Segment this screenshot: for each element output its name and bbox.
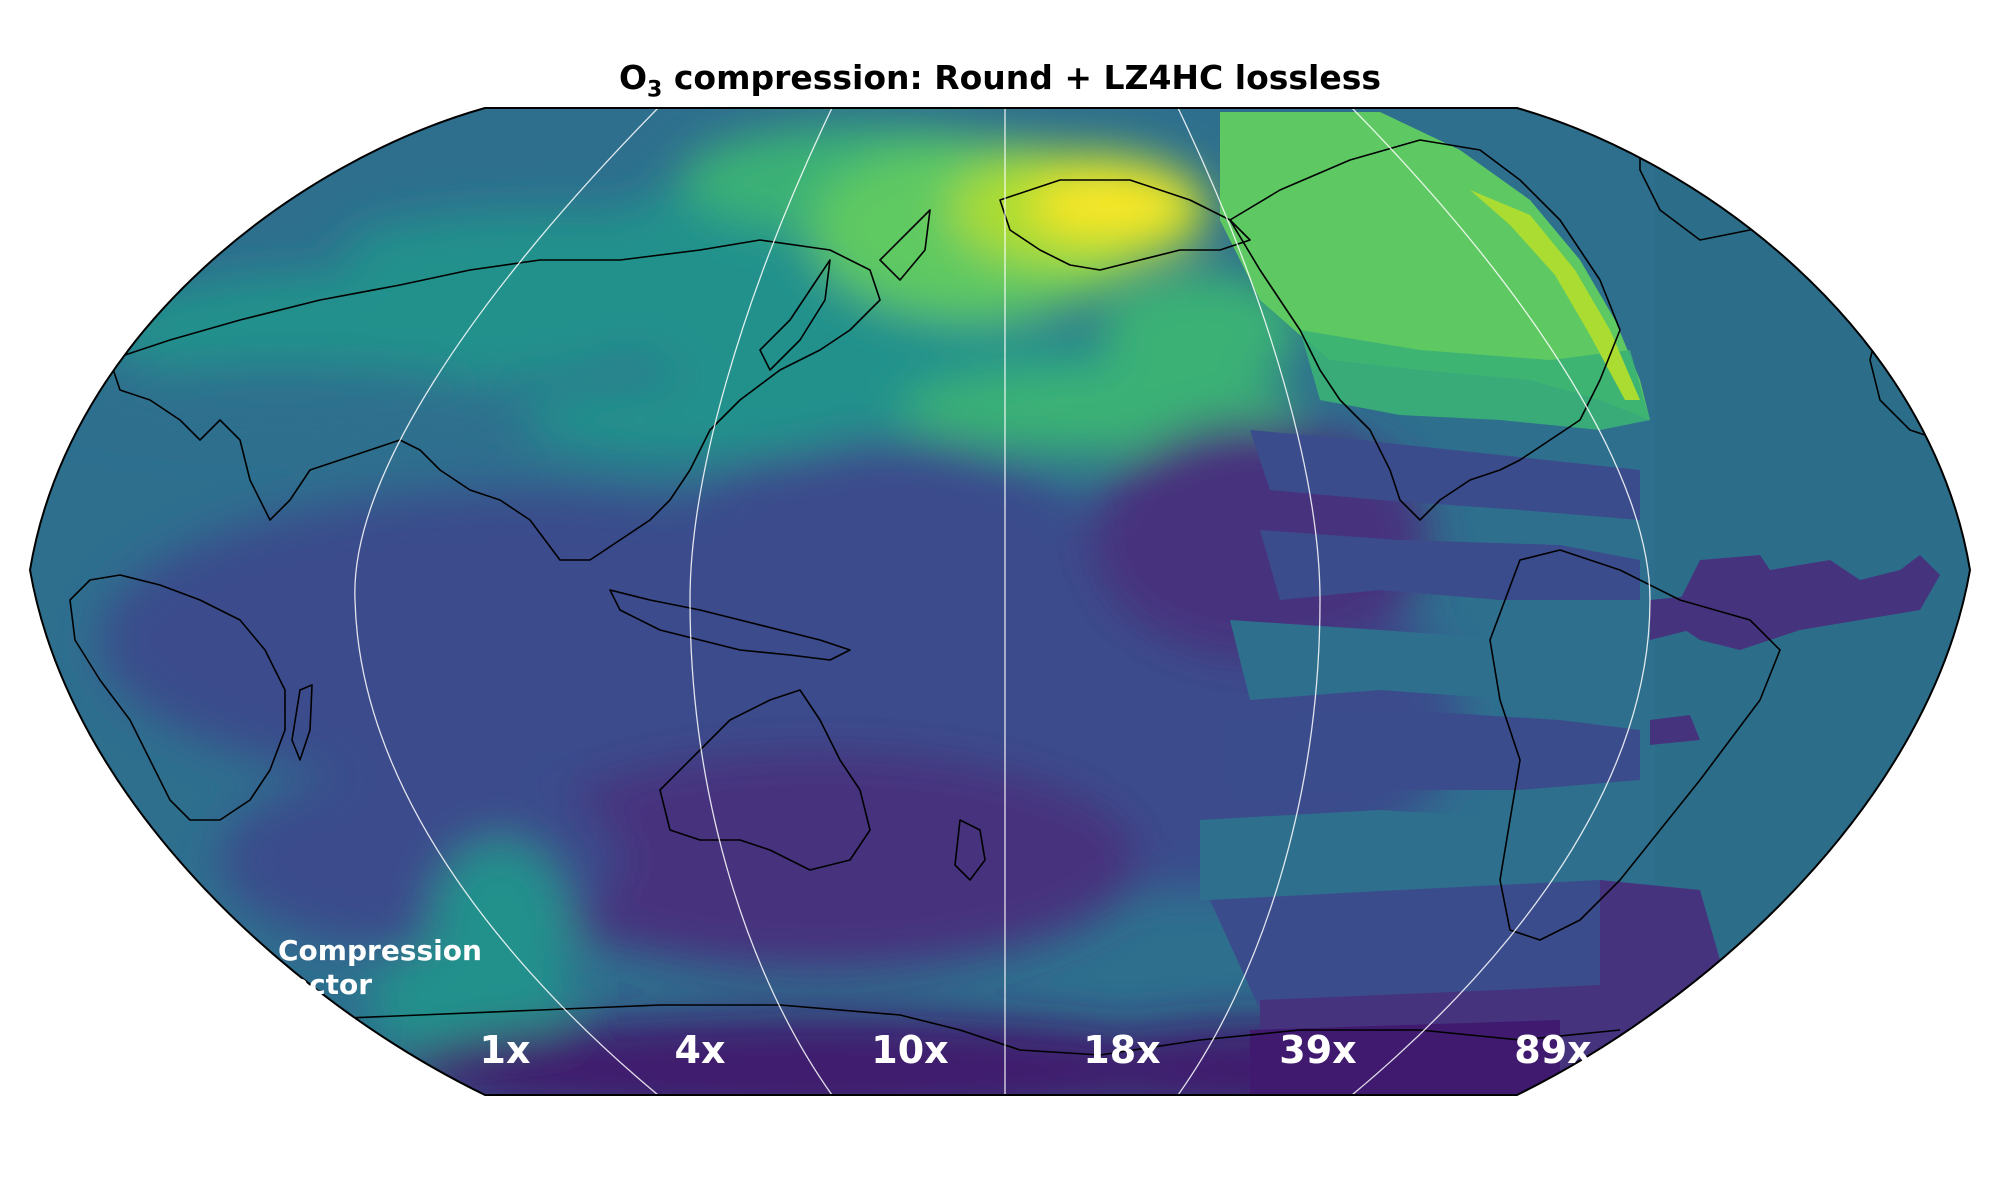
coastline-antarctica — [299, 1004, 1621, 1056]
coastline-japan — [759, 259, 831, 371]
compression-factor-label: Compression factor — [278, 934, 482, 1002]
factor-label-3: 10x — [871, 1028, 949, 1072]
coastline-australia — [659, 689, 871, 871]
coastline-madagascar — [291, 684, 313, 761]
coastline-south-america — [1489, 549, 1781, 941]
boundary-39-89 — [1351, 108, 1651, 1095]
title-species-subscript: 3 — [647, 77, 663, 103]
title-species: O — [618, 58, 648, 97]
factor-label-1: 1x — [479, 1028, 531, 1072]
factor-label-4: 18x — [1083, 1028, 1161, 1072]
figure-title: O3 compression: Round + LZ4HC lossless — [0, 58, 2000, 103]
coastline-africa — [69, 574, 286, 821]
compression-label-line1: Compression — [278, 934, 482, 967]
boundary-1-4 — [354, 108, 659, 1095]
coastline-new-zealand — [954, 819, 986, 881]
segment-boundaries — [354, 108, 1651, 1095]
factor-label-2: 4x — [674, 1028, 726, 1072]
coastline-indonesia — [609, 589, 851, 661]
coastline-eurasia — [109, 239, 881, 561]
title-rest: compression: Round + LZ4HC lossless — [662, 58, 1381, 97]
boundary-18-39 — [1177, 108, 1321, 1095]
coastline-north-america — [1229, 139, 1621, 521]
boundary-4-10 — [689, 108, 833, 1095]
coastline-kamchatka — [879, 209, 931, 281]
coastline-alaska — [999, 179, 1251, 271]
factor-label-6: 89x — [1514, 1028, 1592, 1072]
globe-outline — [28, 107, 1972, 1096]
factor-label-5: 39x — [1279, 1028, 1357, 1072]
compression-label-line2: factor — [278, 968, 373, 1001]
